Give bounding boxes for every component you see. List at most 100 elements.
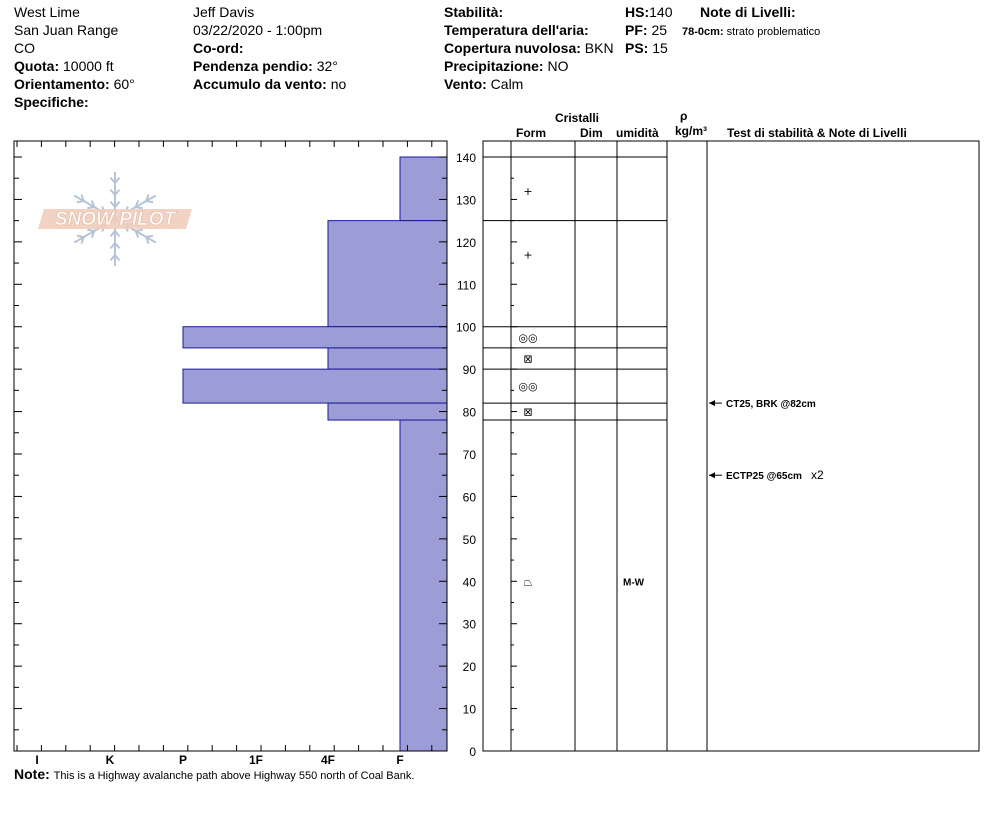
snowflake-branch <box>76 200 84 204</box>
rho-header: ρ <box>680 109 688 123</box>
note-row: Note: This is a Highway avalanche path a… <box>14 766 414 785</box>
logo-text: SNOW PILOT <box>55 209 177 230</box>
crystals-header: Cristalli <box>555 111 600 125</box>
grain-form-symbol: ⊠ <box>523 406 532 419</box>
hardness-bar <box>182 326 448 349</box>
wind-loading-row: Accumulo da vento: no <box>193 76 346 93</box>
hardness-bar <box>327 220 448 328</box>
snowflake-branch <box>80 194 85 202</box>
snowflake-branch <box>109 242 116 249</box>
layer-note-depth: 78-0cm: <box>682 26 724 38</box>
snowflake-branch <box>109 189 116 196</box>
density-unit-header: kg/m³ <box>675 124 708 138</box>
stability-test-label: CT25, BRK @82cm <box>726 399 816 410</box>
snowflake-branch <box>87 228 95 232</box>
aspect-row: Orientamento: 60° <box>14 76 135 93</box>
wind-row: Vento: Calm <box>444 76 523 93</box>
slope-value: 32° <box>316 58 338 74</box>
wind-loading-label: Accumulo da vento: <box>193 76 327 92</box>
snowflake-branch <box>134 230 140 238</box>
snowflake-branch <box>90 200 96 208</box>
cloud-value: BKN <box>584 40 614 56</box>
ps-row: PS: 15 <box>625 40 668 57</box>
hardness-axis-label: 4F <box>321 753 335 767</box>
aspect-value: 60° <box>113 76 135 92</box>
aspect-label: Orientamento: <box>14 76 110 92</box>
test-arrow-head <box>709 472 715 479</box>
snowflake-branch <box>114 230 121 237</box>
depth-tick-label: 30 <box>463 618 477 632</box>
pf-row: PF: 25 <box>625 22 667 39</box>
pf-value: 25 <box>651 22 668 38</box>
snowpilot-logo: SNOW PILOT <box>38 172 192 266</box>
observation-datetime: 03/22/2020 - 1:00pm <box>193 22 323 38</box>
snowflake-branch <box>135 228 143 232</box>
tests-header: Test di stabilità & Note di Livelli <box>727 126 907 140</box>
depth-tick-label: 110 <box>457 278 476 292</box>
depth-tick-label: 100 <box>456 321 476 335</box>
snowflake-branch <box>134 200 140 208</box>
snowflake-branch <box>114 242 121 249</box>
snowflake-branch <box>146 200 154 204</box>
depth-tick-label: 70 <box>463 448 477 462</box>
hardness-axis-label: 1F <box>249 753 263 767</box>
grain-moisture: M-W <box>623 577 645 588</box>
depth-tick-label: 120 <box>456 236 476 250</box>
hs-value: 140 <box>649 4 673 20</box>
snowflake-branch <box>80 236 85 244</box>
form-header: Form <box>516 126 546 140</box>
slope-label: Pendenza pendio: <box>193 58 313 74</box>
hardness-axis-label: P <box>179 753 187 767</box>
depth-tick-label: 10 <box>463 703 477 717</box>
grain-form-symbol: ◎◎ <box>518 380 537 393</box>
layer-note: 78-0cm: strato problematico <box>682 24 820 41</box>
snowflake-branch <box>87 206 95 210</box>
snowflake-branch <box>90 230 96 238</box>
hardness-layers <box>182 156 448 752</box>
snowflake-branch <box>114 254 121 261</box>
logo-banner <box>38 209 192 229</box>
grain-form-symbol: + <box>523 185 532 198</box>
snowflake-branch <box>114 177 121 184</box>
test-arrow-head <box>709 400 715 407</box>
hardness-axis-label: F <box>396 753 403 767</box>
observer-name: Jeff Davis <box>193 4 255 20</box>
snowflake-branch <box>109 177 116 184</box>
ps-value: 15 <box>652 40 668 56</box>
layer-note-text: strato problematico <box>726 26 821 38</box>
depth-tick-label: 40 <box>463 575 477 589</box>
hs-label: HS: <box>625 4 650 20</box>
hardness-bar <box>327 347 448 370</box>
stability-test-label: ECTP25 @65cm <box>726 471 802 482</box>
ps-label: PS: <box>625 40 649 56</box>
snowflake-branch <box>145 194 150 202</box>
wind-label: Vento: <box>444 76 487 92</box>
depth-tick-label: 60 <box>463 490 477 504</box>
elevation-value: 10000 ft <box>63 58 114 74</box>
hardness-bar <box>399 156 448 222</box>
chart-ticks: I K P 1F 4F F 0 10 20 30 40 50 60 70 80 90 100 110 120 130 1… <box>14 141 517 767</box>
grain-form-symbol: ◎◎ <box>518 331 537 344</box>
snowflake-branch <box>135 206 143 210</box>
dim-header: Dim <box>580 126 603 140</box>
snowflake-branch <box>145 236 150 244</box>
note-label: Note: <box>14 766 50 782</box>
depth-tick-label: 50 <box>463 533 477 547</box>
snowflake-branch <box>114 201 121 208</box>
snowflake-branch <box>109 230 116 237</box>
layer-table-frame <box>482 140 980 752</box>
precip-label: Precipitazione: <box>444 58 544 74</box>
stability-test-extra: x2 <box>811 468 824 482</box>
depth-tick-label: 20 <box>463 660 477 674</box>
slope-row: Pendenza pendio: 32° <box>193 58 338 75</box>
air-temp-label: Temperatura dell'aria: <box>444 22 589 38</box>
cloud-row: Copertura nuvolosa: BKN <box>444 40 614 57</box>
pf-label: PF: <box>625 22 648 38</box>
hardness-plot-frame <box>13 140 448 752</box>
elevation-row: Quota: 10000 ft <box>14 58 114 75</box>
note-text: This is a Highway avalanche path above H… <box>53 770 415 782</box>
hardness-bar <box>399 419 448 752</box>
moisture-header: umidità <box>616 126 659 140</box>
snowflake-branch <box>146 234 154 238</box>
depth-tick-label: 0 <box>469 745 476 759</box>
